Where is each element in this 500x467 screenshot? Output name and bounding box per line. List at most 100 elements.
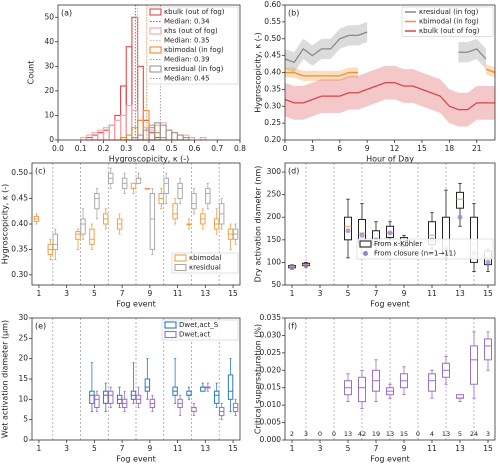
histogram-bin bbox=[142, 109, 150, 141]
y-tick-label: 0.35 bbox=[11, 244, 28, 253]
x-tick-label: 0.7 bbox=[211, 144, 223, 153]
histogram-bin bbox=[131, 16, 139, 141]
legend-box bbox=[356, 238, 494, 260]
legend-label: κresidual bbox=[189, 264, 221, 272]
x-tick-label: 6 bbox=[337, 144, 342, 153]
x-tick-label: 1 bbox=[37, 289, 42, 298]
x-axis-label: Fog event bbox=[370, 300, 410, 309]
box bbox=[186, 390, 192, 396]
box bbox=[135, 177, 142, 184]
histogram-bin bbox=[108, 124, 116, 141]
histogram-bin bbox=[171, 132, 178, 141]
legend-label: Dwet,act_S bbox=[179, 321, 219, 329]
histogram-bin bbox=[114, 114, 122, 141]
y-tick-label: 0.30 bbox=[11, 270, 28, 279]
x-tick-label: 11 bbox=[427, 289, 437, 298]
y-tick-label: 0.015 bbox=[260, 383, 282, 392]
event-count: 42 bbox=[358, 430, 366, 438]
x-tick-label: 11 bbox=[427, 444, 437, 453]
event-count: 0 bbox=[318, 430, 322, 438]
closure-point bbox=[485, 259, 491, 265]
legend-swatch bbox=[363, 251, 368, 256]
box bbox=[94, 193, 100, 210]
legend-label: Median: 0.45 bbox=[164, 75, 210, 83]
histogram-bin bbox=[131, 109, 139, 141]
event-count: 3 bbox=[486, 430, 490, 438]
x-tick-label: 5 bbox=[346, 444, 351, 453]
box bbox=[191, 193, 197, 210]
box bbox=[484, 338, 492, 361]
y-tick-label: 20 bbox=[44, 86, 54, 95]
x-tick-label: 0.8 bbox=[234, 144, 246, 153]
x-tick-label: 0.6 bbox=[189, 144, 201, 153]
event-count: 13 bbox=[386, 430, 394, 438]
line bbox=[285, 71, 359, 77]
x-tick-label: 0.5 bbox=[166, 144, 178, 153]
x-axis-label: Fog event bbox=[116, 455, 156, 464]
x-axis-label: Hour of Day bbox=[366, 155, 414, 164]
legend-box bbox=[146, 6, 239, 85]
closure-point bbox=[289, 264, 295, 270]
y-tick-label: 0.35 bbox=[264, 84, 281, 93]
legend-swatch bbox=[149, 65, 162, 73]
legend-box bbox=[401, 6, 494, 37]
y-tick-label: 0.030 bbox=[260, 330, 282, 339]
closure-point bbox=[303, 263, 309, 269]
y-tick-label: 10 bbox=[44, 110, 54, 119]
x-tick-label: 13 bbox=[201, 444, 211, 453]
y-tick-label: 0.40 bbox=[11, 219, 28, 228]
y-tick-label: 20 bbox=[18, 354, 28, 363]
histogram-bin bbox=[154, 132, 161, 141]
histogram-bin bbox=[148, 129, 156, 141]
legend-box bbox=[171, 252, 239, 274]
box bbox=[428, 373, 436, 392]
event-count: 13 bbox=[344, 430, 352, 438]
legend-label: κresidual (in fog) bbox=[164, 65, 224, 73]
y-axis-label: Critical supersaturation (%) bbox=[254, 324, 263, 434]
x-tick-label: 0.2 bbox=[98, 144, 110, 153]
histogram-bin bbox=[148, 132, 156, 141]
panel-tag: (f) bbox=[288, 322, 297, 331]
x-tick-label: 11 bbox=[173, 444, 183, 453]
plot-frame bbox=[31, 162, 241, 286]
histogram-bin bbox=[102, 127, 110, 141]
histogram-bin bbox=[120, 114, 127, 141]
event-count: 3 bbox=[304, 430, 308, 438]
legend-swatch bbox=[174, 254, 187, 262]
x-tick-label: 21 bbox=[472, 144, 482, 153]
y-tick-label: 0.20 bbox=[264, 135, 281, 144]
histogram-bin bbox=[120, 85, 127, 141]
x-tick-label: 18 bbox=[445, 144, 455, 153]
x-tick-label: 3 bbox=[318, 444, 323, 453]
x-tick-label: 13 bbox=[455, 444, 465, 453]
legend-swatch bbox=[149, 8, 162, 16]
histogram-bin bbox=[176, 134, 184, 141]
histogram-bin bbox=[91, 134, 99, 141]
box bbox=[89, 390, 95, 404]
legend-label: κbimodal bbox=[189, 254, 221, 262]
y-tick-label: 0.25 bbox=[264, 118, 281, 127]
panel-tag: (c) bbox=[35, 167, 46, 176]
x-tick-label: 3 bbox=[64, 444, 69, 453]
y-axis-label: Count bbox=[27, 61, 36, 85]
legend-label: κresidual (in fog) bbox=[419, 8, 479, 16]
x-tick-label: 15 bbox=[417, 144, 427, 153]
x-tick-label: 15 bbox=[483, 289, 493, 298]
y-tick-label: 250 bbox=[267, 190, 282, 199]
y-tick-label: 10 bbox=[18, 394, 28, 403]
box bbox=[89, 228, 95, 245]
histogram-bin bbox=[102, 129, 110, 141]
box bbox=[205, 187, 211, 205]
plot-frame bbox=[31, 317, 241, 441]
y-tick-label: 0 bbox=[23, 435, 28, 444]
histogram-bin bbox=[108, 124, 116, 141]
y-tick-label: 40 bbox=[44, 37, 54, 46]
legend-label: From closure (n=1→11) bbox=[374, 250, 456, 258]
box bbox=[52, 233, 59, 250]
y-tick-label: 200 bbox=[267, 212, 282, 221]
x-tick-label: 3 bbox=[310, 144, 315, 153]
line bbox=[284, 31, 368, 64]
panel-tag: (b) bbox=[288, 9, 299, 18]
y-tick-label: 0.45 bbox=[11, 194, 28, 203]
x-tick-label: 9 bbox=[402, 289, 407, 298]
